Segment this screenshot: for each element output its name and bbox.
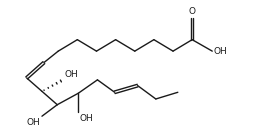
Text: OH: OH xyxy=(64,70,78,79)
Text: O: O xyxy=(189,7,196,17)
Text: OH: OH xyxy=(80,114,93,123)
Text: OH: OH xyxy=(26,118,40,127)
Text: OH: OH xyxy=(213,47,227,56)
